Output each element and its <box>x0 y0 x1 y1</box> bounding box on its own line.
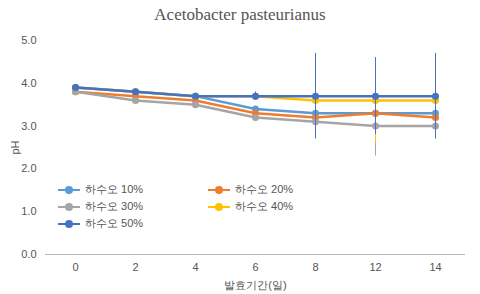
svg-text:2: 2 <box>132 261 138 273</box>
svg-text:2.0: 2.0 <box>21 162 36 174</box>
html-text:Acetobacter pasteurianus: Acetobacter pasteurianus <box>154 5 326 24</box>
svg-text:3.0: 3.0 <box>21 120 36 132</box>
svg-text:4.0: 4.0 <box>21 77 36 89</box>
svg-text:pH: pH <box>9 140 21 154</box>
svg-text:0: 0 <box>72 261 78 273</box>
svg-text:8: 8 <box>312 261 318 273</box>
svg-text:6: 6 <box>252 261 258 273</box>
svg-text:12: 12 <box>369 261 381 273</box>
svg-text:0.0: 0.0 <box>21 248 36 260</box>
svg-text:4: 4 <box>192 261 198 273</box>
html-text:하수오 40%: 하수오 40% <box>235 200 294 212</box>
html-text:하수오 30%: 하수오 30% <box>85 200 144 212</box>
svg-text:발효기간(일): 발효기간(일) <box>224 279 286 291</box>
html-text:하수오 20%: 하수오 20% <box>235 183 294 195</box>
svg-text:14: 14 <box>429 261 441 273</box>
html-text:하수오 50%: 하수오 50% <box>85 217 144 229</box>
html-text:하수오 10%: 하수오 10% <box>85 183 144 195</box>
svg-text:5.0: 5.0 <box>21 34 36 46</box>
svg-text:1.0: 1.0 <box>21 205 36 217</box>
